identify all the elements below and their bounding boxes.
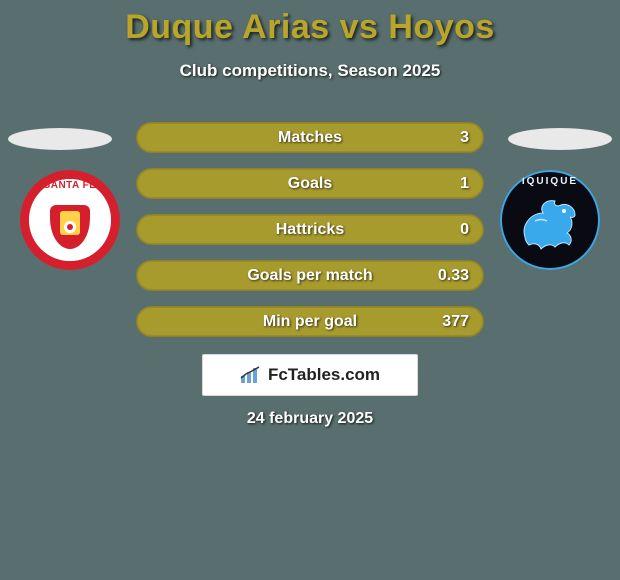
stat-label: Goals [288,175,332,193]
stat-rows: Matches 3 Goals 1 Hattricks 0 Goals per … [136,122,484,352]
stat-value: 0.33 [438,267,469,285]
badge-inner: SANTA FE [20,170,120,270]
badge-shadow-right [508,128,612,150]
stat-label: Hattricks [276,221,344,239]
stat-row: Goals per match 0.33 [136,260,484,291]
badge-label-right: IQUIQUE [500,176,600,187]
badge-inner: IQUIQUE [500,170,600,270]
stat-label: Min per goal [263,313,357,331]
stat-value: 1 [460,175,469,193]
page-title: Duque Arias vs Hoyos [0,0,620,47]
dragon-icon [515,193,585,257]
club-badge-right: IQUIQUE [500,170,600,270]
dragon-eye [562,209,566,213]
dragon-body [524,201,575,249]
stat-row: Min per goal 377 [136,306,484,337]
brand-box: FcTables.com [202,354,418,396]
stat-label: Matches [278,129,342,147]
bar-chart-icon [240,366,262,384]
infographic: Duque Arias vs Hoyos Club competitions, … [0,0,620,580]
stat-value: 0 [460,221,469,239]
brand-text: FcTables.com [268,365,380,385]
stat-row: Hattricks 0 [136,214,484,245]
stat-row: Goals 1 [136,168,484,199]
badge-label-left: SANTA FE [20,180,120,191]
footer-date: 24 february 2025 [0,410,620,428]
page-subtitle: Club competitions, Season 2025 [0,61,620,81]
club-badge-left: SANTA FE [20,170,120,270]
badge-shadow-left [8,128,112,150]
stat-row: Matches 3 [136,122,484,153]
stat-label: Goals per match [247,267,372,285]
stat-value: 377 [442,313,469,331]
shield-icon [50,205,90,249]
stat-value: 3 [460,129,469,147]
